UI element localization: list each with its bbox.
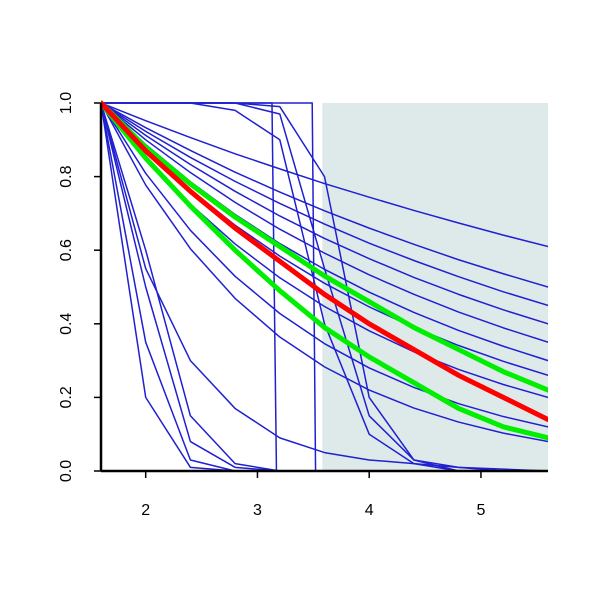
y-tick-label: 0.4 bbox=[58, 313, 75, 335]
y-tick-label: 0.2 bbox=[58, 386, 75, 408]
x-tick-label: 5 bbox=[476, 502, 485, 519]
y-tick-label: 0.8 bbox=[58, 165, 75, 187]
y-tick-label: 1.0 bbox=[58, 92, 75, 114]
shaded-region bbox=[322, 103, 548, 471]
curve bbox=[101, 102, 317, 472]
curve bbox=[101, 102, 548, 325]
y-tick-label: 0.6 bbox=[58, 239, 75, 261]
x-tick-label: 4 bbox=[365, 502, 374, 519]
x-tick-label: 2 bbox=[141, 502, 150, 519]
curve bbox=[101, 100, 548, 441]
curve bbox=[101, 102, 548, 343]
curve bbox=[101, 102, 548, 307]
y-tick-label: 0.0 bbox=[58, 460, 75, 482]
curve bbox=[101, 102, 548, 443]
curve bbox=[101, 102, 548, 428]
curve bbox=[101, 100, 548, 393]
curve bbox=[101, 100, 548, 422]
x-tick-label: 3 bbox=[253, 502, 262, 519]
axis-layer: 2 3 4 5 0.0 0.2 0.4 0.6 0.8 1.0 bbox=[58, 92, 548, 519]
curve bbox=[101, 102, 548, 248]
curve bbox=[101, 102, 548, 288]
shade-layer bbox=[322, 103, 548, 471]
